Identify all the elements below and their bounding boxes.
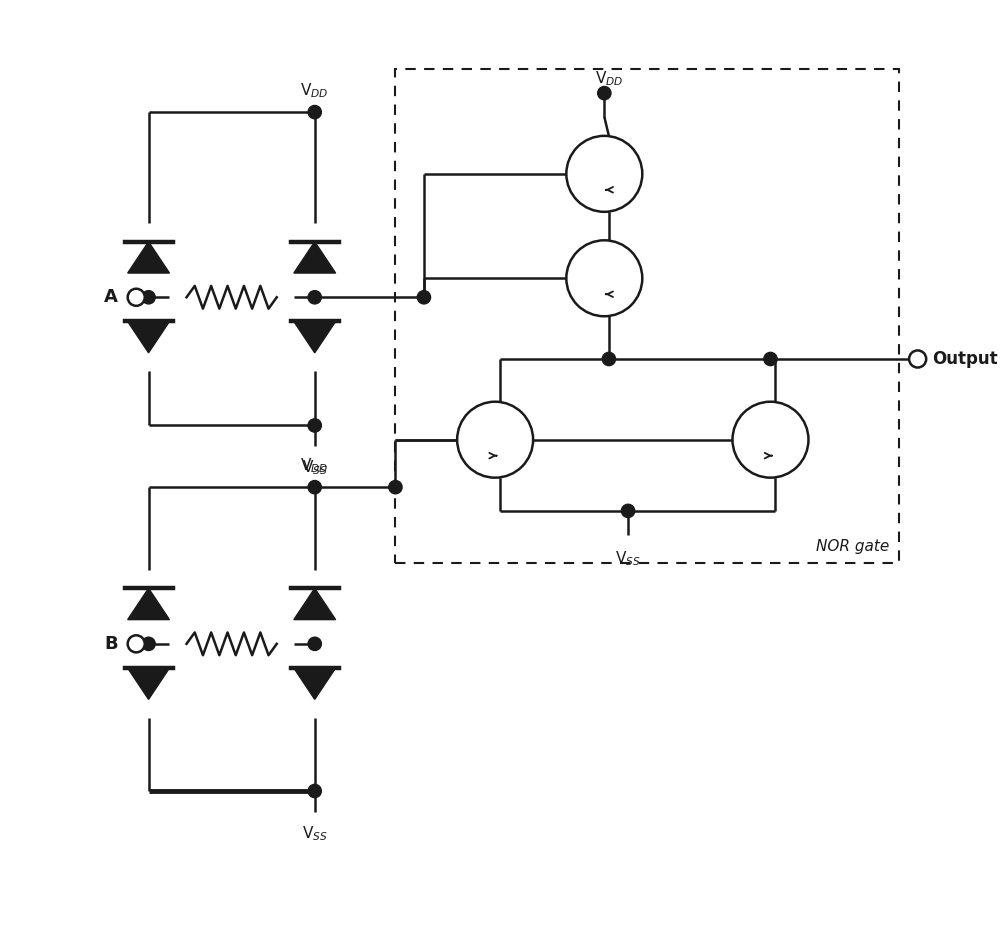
- Polygon shape: [294, 668, 336, 700]
- Text: $\mathregular{V}_{DD}$: $\mathregular{V}_{DD}$: [595, 70, 623, 89]
- Text: B: B: [105, 635, 118, 653]
- Circle shape: [308, 106, 321, 119]
- Text: $\mathregular{V}_{SS}$: $\mathregular{V}_{SS}$: [302, 458, 328, 477]
- Circle shape: [566, 240, 642, 316]
- Circle shape: [389, 481, 402, 494]
- Polygon shape: [294, 322, 336, 353]
- Circle shape: [733, 402, 808, 478]
- Circle shape: [308, 481, 321, 494]
- Circle shape: [128, 636, 145, 653]
- Polygon shape: [128, 241, 169, 273]
- Polygon shape: [128, 322, 169, 353]
- Circle shape: [457, 402, 533, 478]
- Text: NOR gate: NOR gate: [816, 538, 889, 554]
- Circle shape: [142, 290, 155, 304]
- Polygon shape: [128, 668, 169, 700]
- Polygon shape: [294, 241, 336, 273]
- Circle shape: [308, 637, 321, 651]
- Circle shape: [598, 87, 611, 100]
- Bar: [395, 70, 899, 563]
- Text: $\mathregular{V}_{DD}$: $\mathregular{V}_{DD}$: [300, 456, 329, 475]
- Text: Output: Output: [932, 350, 998, 368]
- Circle shape: [308, 785, 321, 798]
- Circle shape: [417, 290, 431, 304]
- Circle shape: [566, 136, 642, 212]
- Circle shape: [621, 505, 635, 518]
- Circle shape: [602, 353, 616, 366]
- Circle shape: [764, 353, 777, 366]
- Circle shape: [128, 289, 145, 306]
- Text: $\mathregular{V}_{DD}$: $\mathregular{V}_{DD}$: [300, 81, 329, 100]
- Circle shape: [909, 351, 926, 368]
- Text: $\mathregular{V}_{SS}$: $\mathregular{V}_{SS}$: [302, 824, 328, 843]
- Polygon shape: [294, 588, 336, 620]
- Polygon shape: [128, 588, 169, 620]
- Circle shape: [308, 290, 321, 304]
- Text: A: A: [104, 289, 118, 306]
- Circle shape: [308, 419, 321, 432]
- Text: $\mathregular{V}_{SS}$: $\mathregular{V}_{SS}$: [615, 549, 641, 568]
- Circle shape: [142, 637, 155, 651]
